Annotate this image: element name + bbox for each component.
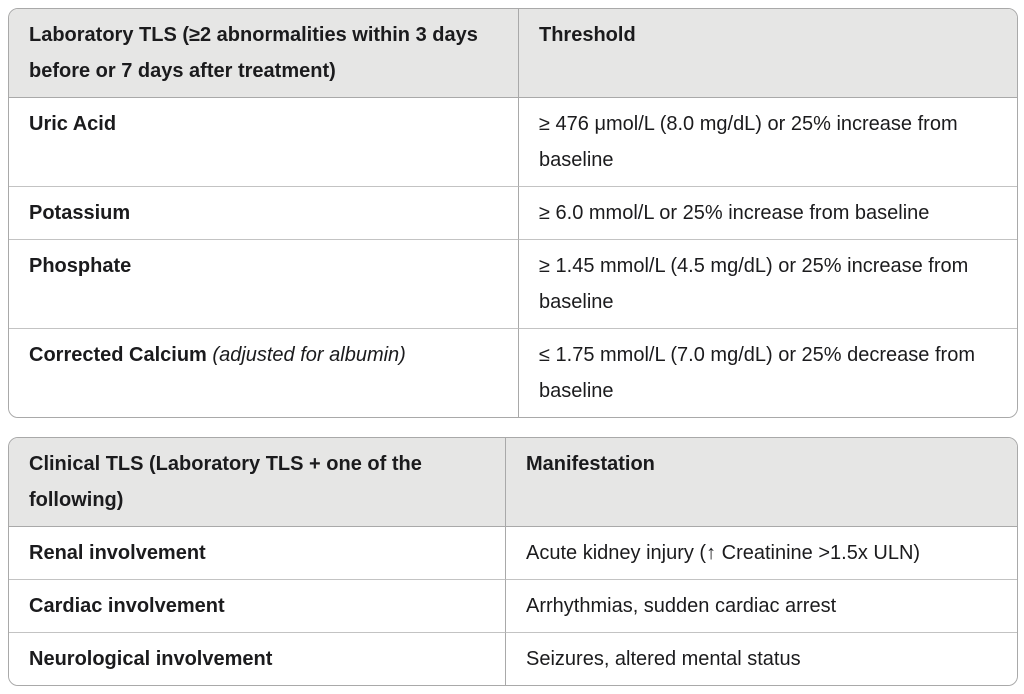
row-value: ≤ 1.75 mmol/L (7.0 mg/dL) or 25% decreas… bbox=[519, 328, 1017, 417]
table-row-phosphate: Phosphate ≥ 1.45 mmol/L (4.5 mg/dL) or 2… bbox=[9, 239, 1017, 328]
row-value: ≥ 1.45 mmol/L (4.5 mg/dL) or 25% increas… bbox=[519, 239, 1017, 328]
laboratory-tls-header-threshold: Threshold bbox=[519, 9, 1017, 97]
laboratory-tls-header-row: Laboratory TLS (≥2 abnormalities within … bbox=[9, 9, 1017, 97]
row-label: Phosphate bbox=[9, 239, 519, 328]
table-row-renal: Renal involvement Acute kidney injury (↑… bbox=[9, 526, 1017, 579]
clinical-tls-header-row: Clinical TLS (Laboratory TLS + one of th… bbox=[9, 438, 1017, 526]
row-label: Cardiac involvement bbox=[9, 579, 506, 632]
table-row-uric-acid: Uric Acid ≥ 476 μmol/L (8.0 mg/dL) or 25… bbox=[9, 97, 1017, 186]
laboratory-tls-table: Laboratory TLS (≥2 abnormalities within … bbox=[8, 8, 1018, 418]
table-row-corrected-calcium: Corrected Calcium (adjusted for albumin)… bbox=[9, 328, 1017, 417]
row-label-main: Corrected Calcium bbox=[29, 344, 207, 366]
row-value: Arrhythmias, sudden cardiac arrest bbox=[506, 579, 1017, 632]
table-row-cardiac: Cardiac involvement Arrhythmias, sudden … bbox=[9, 579, 1017, 632]
clinical-tls-header-manifestation: Manifestation bbox=[506, 438, 1017, 526]
row-label-note: (adjusted for albumin) bbox=[212, 344, 406, 366]
row-label: Renal involvement bbox=[9, 526, 506, 579]
row-label: Corrected Calcium (adjusted for albumin) bbox=[9, 328, 519, 417]
clinical-tls-table: Clinical TLS (Laboratory TLS + one of th… bbox=[8, 437, 1018, 686]
row-value: Acute kidney injury (↑ Creatinine >1.5x … bbox=[506, 526, 1017, 579]
row-label: Uric Acid bbox=[9, 97, 519, 186]
table-row-neurological: Neurological involvement Seizures, alter… bbox=[9, 632, 1017, 685]
table-row-potassium: Potassium ≥ 6.0 mmol/L or 25% increase f… bbox=[9, 186, 1017, 239]
row-value: Seizures, altered mental status bbox=[506, 632, 1017, 685]
row-value: ≥ 476 μmol/L (8.0 mg/dL) or 25% increase… bbox=[519, 97, 1017, 186]
row-label: Potassium bbox=[9, 186, 519, 239]
clinical-tls-header-criteria: Clinical TLS (Laboratory TLS + one of th… bbox=[9, 438, 506, 526]
row-label: Neurological involvement bbox=[9, 632, 506, 685]
laboratory-tls-header-criteria: Laboratory TLS (≥2 abnormalities within … bbox=[9, 9, 519, 97]
row-value: ≥ 6.0 mmol/L or 25% increase from baseli… bbox=[519, 186, 1017, 239]
